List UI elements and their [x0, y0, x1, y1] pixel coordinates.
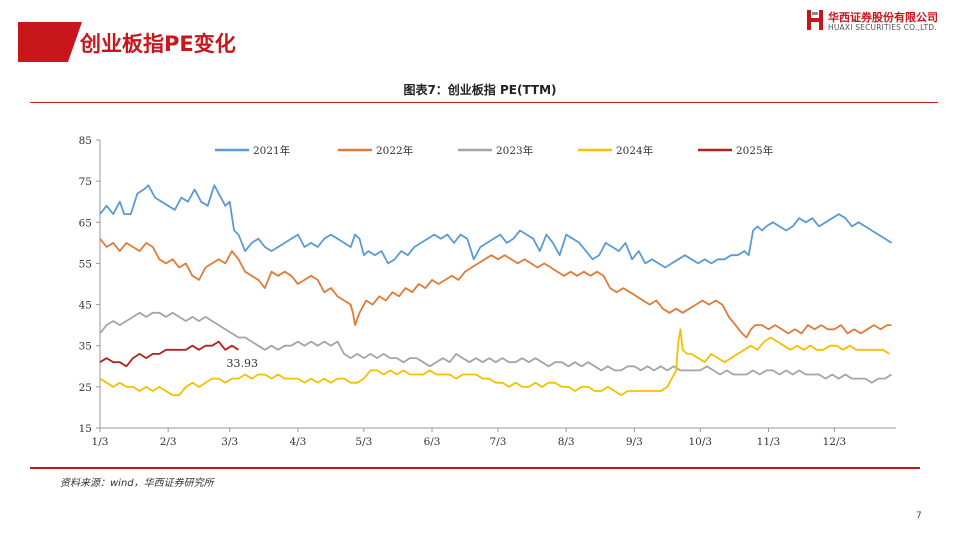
- legend-label: 2025年: [736, 144, 773, 157]
- series-line-2023年: [99, 311, 893, 384]
- figure-caption: 图表7：创业板指 PE(TTM): [403, 83, 557, 97]
- y-tick-label: 15: [79, 423, 92, 435]
- x-tick-label: 3/3: [221, 436, 238, 448]
- slide-title: 创业板指PE变化: [80, 32, 236, 56]
- logo-name-cn: 华西证券股份有限公司: [828, 11, 938, 24]
- title-accent-bar: [18, 22, 82, 62]
- series-line-2025年: [99, 340, 239, 368]
- x-tick-label: 6/3: [424, 436, 441, 448]
- x-tick-label: 8/3: [558, 436, 575, 448]
- x-tick-label: 5/3: [355, 436, 372, 448]
- legend-label: 2021年: [253, 144, 290, 157]
- series-line-2024年: [99, 328, 890, 397]
- caption-divider: [30, 102, 938, 103]
- y-tick-label: 25: [79, 382, 92, 394]
- y-tick-label: 65: [79, 217, 92, 229]
- y-tick-label: 45: [79, 300, 92, 312]
- y-tick-label: 35: [79, 341, 92, 353]
- series-end-label: 33.93: [227, 357, 259, 370]
- series-line-2022年: [99, 238, 892, 339]
- series-line-2021年: [99, 184, 893, 269]
- y-tick-label: 85: [79, 135, 92, 147]
- source-note: 资料来源：wind，华西证券研究所: [60, 478, 214, 489]
- huaxi-logo-icon: [807, 10, 823, 30]
- legend-label: 2023年: [496, 144, 533, 157]
- logo-name-en: HUAXI SECURITIES CO.,LTD.: [828, 23, 937, 32]
- x-tick-label: 4/3: [289, 436, 306, 448]
- slide-header: 创业板指PE变化 华西证券股份有限公司 HUAXI SECURITIES CO.…: [0, 0, 960, 80]
- x-tick-label: 7/3: [490, 436, 507, 448]
- company-logo: 华西证券股份有限公司 HUAXI SECURITIES CO.,LTD.: [806, 8, 956, 36]
- x-tick-label: 11/3: [757, 436, 781, 448]
- x-tick-label: 9/3: [626, 436, 643, 448]
- y-tick-label: 75: [79, 176, 92, 188]
- x-tick-label: 2/3: [160, 436, 177, 448]
- footer-divider: [30, 467, 920, 469]
- x-tick-label: 12/3: [823, 436, 847, 448]
- legend-label: 2024年: [616, 144, 653, 157]
- x-tick-label: 10/3: [689, 436, 713, 448]
- x-tick-label: 1/3: [92, 436, 109, 448]
- page-number: 7: [916, 511, 922, 521]
- y-tick-label: 55: [79, 258, 92, 270]
- legend-label: 2022年: [376, 144, 413, 157]
